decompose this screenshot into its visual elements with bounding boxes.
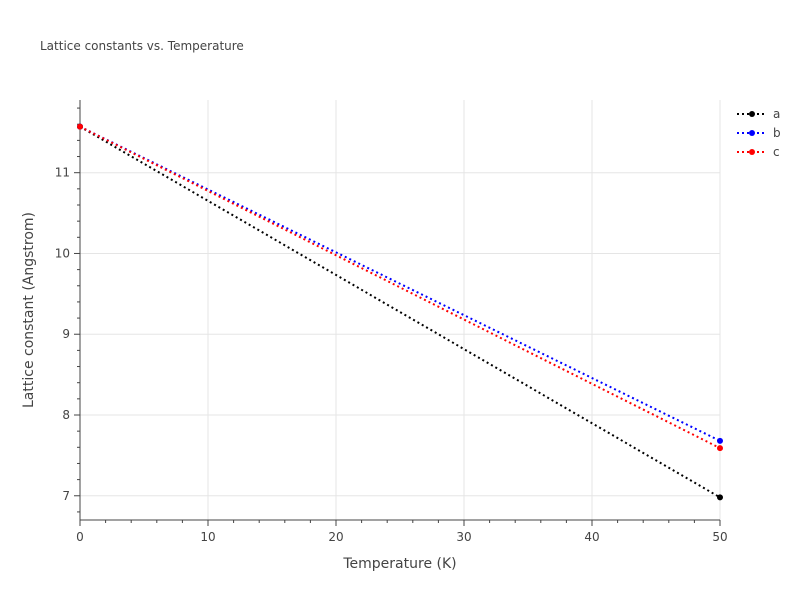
legend[interactable]: abc: [737, 107, 781, 159]
x-tick-label: 30: [456, 530, 471, 544]
series-c: [77, 123, 723, 452]
axes: [74, 100, 721, 526]
tick-labels: 0 10 20 30 40 50 7 8 9 10 11: [55, 166, 728, 544]
legend-swatch-marker: [749, 111, 755, 117]
x-axis-title: Temperature (K): [342, 556, 456, 572]
grid: [80, 100, 721, 520]
x-tick-label: 20: [328, 530, 343, 544]
data-point-c[interactable]: [77, 123, 83, 130]
x-tick-label: 50: [712, 530, 727, 544]
series-layer: [77, 123, 723, 501]
series-a: [77, 123, 723, 501]
legend-swatch-marker: [749, 149, 755, 155]
legend-item-a[interactable]: a: [737, 107, 780, 121]
legend-label: c: [773, 145, 780, 159]
y-tick-label: 7: [62, 489, 70, 503]
series-line-c: [79, 125, 721, 450]
x-tick-label: 40: [584, 530, 599, 544]
series-line-b: [79, 125, 721, 442]
y-axis-title: Lattice constant (Angstrom): [21, 212, 37, 408]
x-tick-label: 0: [76, 530, 84, 544]
legend-label: a: [773, 107, 780, 121]
x-tick-label: 10: [200, 530, 215, 544]
y-tick-label: 10: [55, 246, 70, 260]
legend-item-c[interactable]: c: [737, 145, 780, 159]
y-tick-label: 8: [62, 408, 70, 422]
data-point-c[interactable]: [717, 445, 723, 452]
chart-title: Lattice constants vs. Temperature: [40, 39, 244, 53]
legend-label: b: [773, 126, 781, 140]
series-b: [77, 123, 723, 444]
y-tick-label: 11: [55, 166, 70, 180]
data-point-a[interactable]: [717, 494, 723, 501]
data-point-b[interactable]: [717, 437, 723, 444]
series-line-a: [79, 125, 721, 499]
legend-item-b[interactable]: b: [737, 126, 781, 140]
legend-swatch-marker: [749, 130, 755, 136]
y-tick-label: 9: [62, 327, 70, 341]
